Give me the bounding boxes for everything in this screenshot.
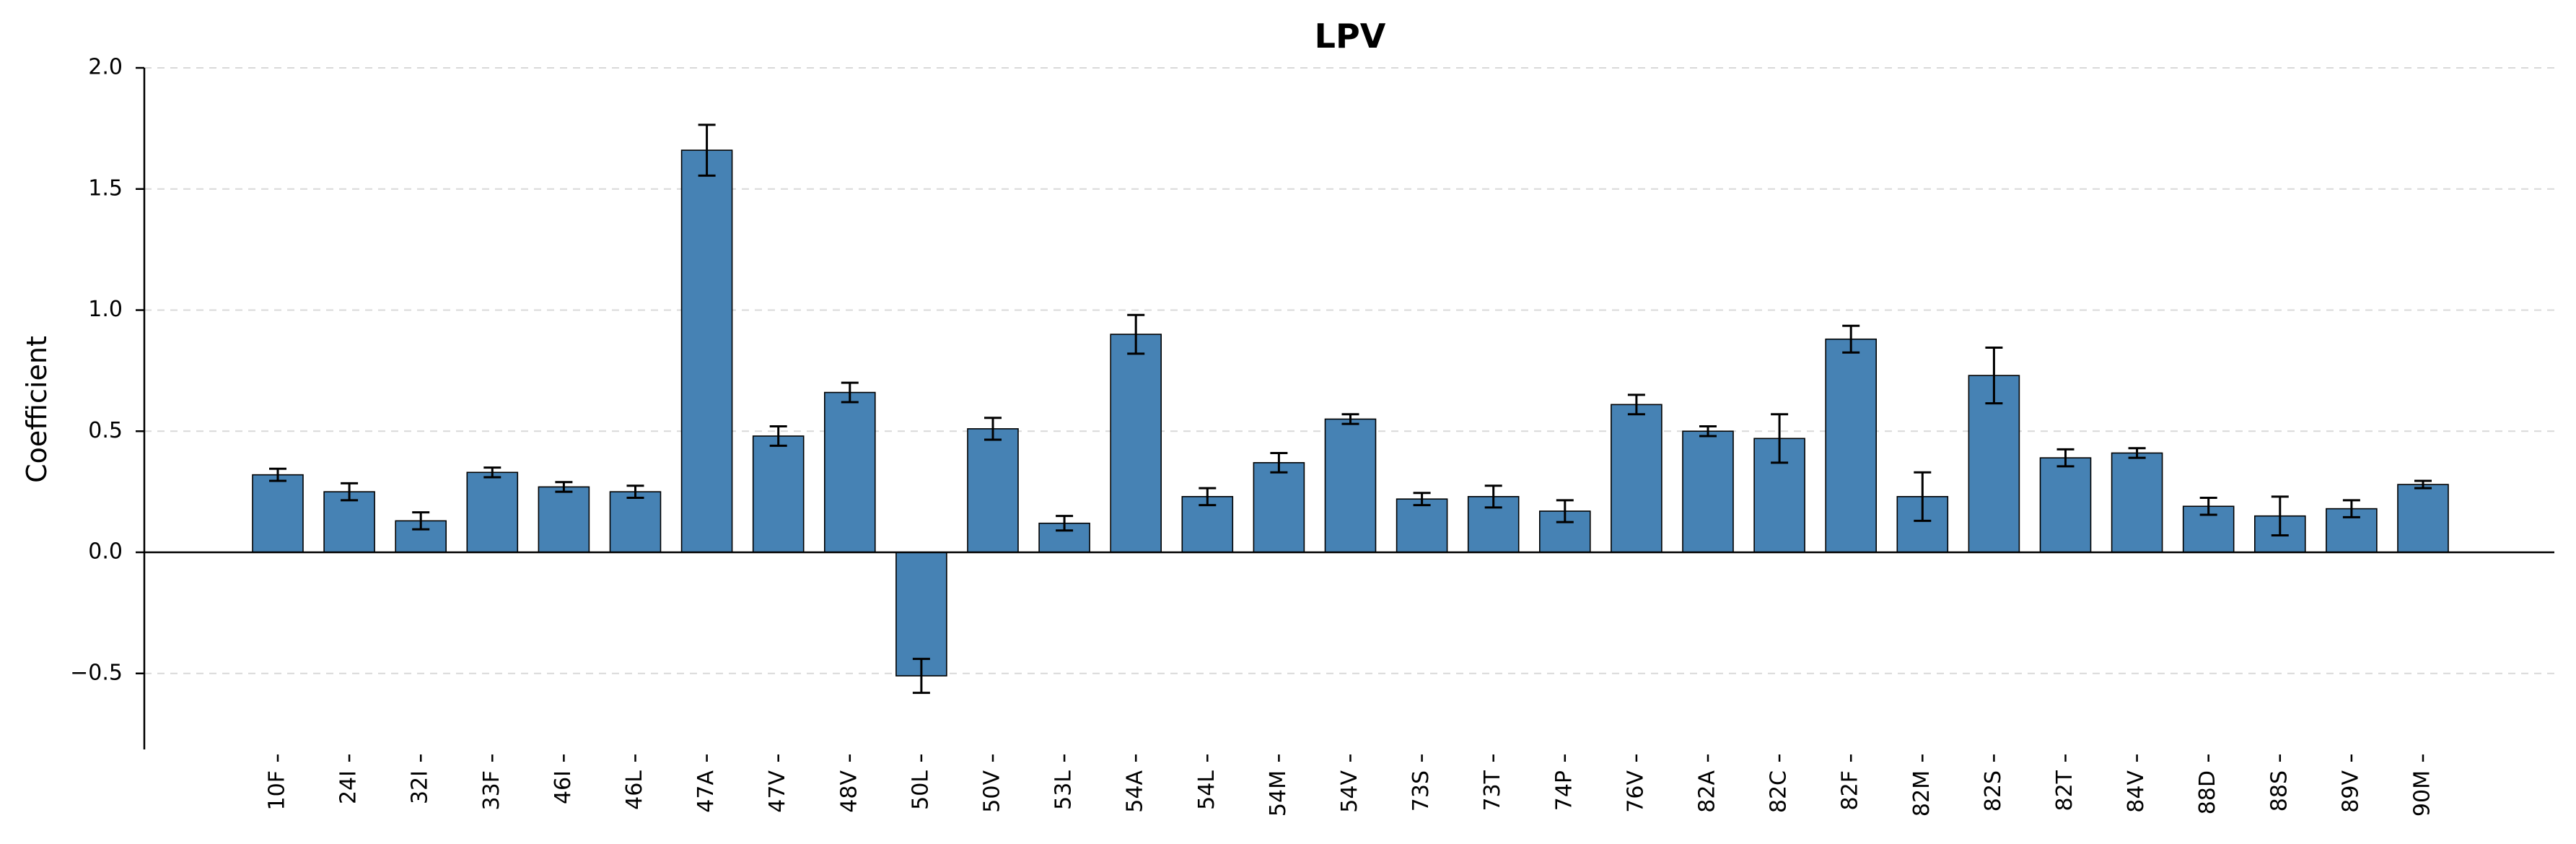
bar-54V [1324, 418, 1377, 553]
bar-50V [967, 428, 1019, 553]
x-tick-label-76V: 76V [1623, 770, 1648, 813]
bar-90M [2397, 484, 2449, 553]
bar-54L [1181, 496, 1234, 553]
y-tick-layer: −0.5 0.0 0.5 1.0 1.5 2.0 [70, 55, 144, 685]
x-tick-label-73S: 73S [1409, 770, 1434, 812]
bar-33F [466, 471, 519, 553]
bar-82F [1825, 338, 1877, 553]
y-tick-label: 0.5 [88, 418, 123, 443]
error-bar-46I [555, 481, 573, 493]
error-bar-82A [1699, 425, 1717, 438]
x-tick-label-89V: 89V [2338, 770, 2363, 813]
x-tick-label-82F: 82F [1838, 770, 1863, 810]
error-bar-84V [2128, 447, 2146, 459]
x-tick-label-84V: 84V [2124, 770, 2149, 813]
error-bar-82S [1985, 347, 2003, 405]
x-tick-label-90M: 90M [2410, 770, 2435, 817]
bar-47V [752, 435, 805, 553]
bar-82A [1682, 430, 1734, 553]
x-tick-label-88S: 88S [2266, 770, 2292, 812]
error-bar-50V [984, 417, 1002, 441]
error-bar-54L [1199, 487, 1217, 507]
x-tick-label-54L: 54L [1194, 770, 1219, 810]
error-bar-82F [1842, 324, 1860, 354]
x-tick-label-88D: 88D [2195, 770, 2220, 814]
x-tick-label-82T: 82T [2052, 770, 2077, 811]
error-bar-82C [1771, 413, 1789, 464]
error-bar-54V [1341, 413, 1359, 425]
y-axis-label: Coefficient [21, 336, 53, 483]
bar-73S [1396, 498, 1448, 553]
error-bar-88D [2199, 497, 2217, 516]
x-tick-label-32I: 32I [408, 770, 433, 804]
y-tick-label: 1.0 [88, 297, 123, 322]
x-tick-label-46I: 46I [551, 770, 576, 804]
error-bar-90M [2414, 479, 2432, 490]
x-tick-label-47A: 47A [693, 770, 719, 813]
bar-10F [252, 474, 304, 553]
error-bar-82T [2056, 448, 2075, 468]
y-tick-label: −0.5 [70, 660, 123, 685]
bar-84V [2111, 452, 2163, 553]
bar-76V [1611, 404, 1662, 553]
x-tick-label-48V: 48V [836, 770, 862, 813]
y-tick-label: 2.0 [88, 55, 123, 80]
error-bar-89V [2342, 499, 2360, 518]
error-bar-layer [269, 123, 2432, 695]
error-bar-73T [1484, 484, 1502, 509]
x-tick-label-24I: 24I [336, 770, 362, 804]
error-bar-88S [2271, 495, 2289, 537]
chart-title: LPV [1315, 17, 1386, 56]
x-tick-label-74P: 74P [1551, 770, 1577, 811]
error-bar-82M [1914, 471, 1932, 522]
x-tick-label-50L: 50L [908, 770, 933, 810]
error-bar-48V [841, 381, 859, 404]
error-bar-24I [341, 482, 359, 502]
error-bar-54A [1127, 313, 1145, 355]
bar-54A [1110, 334, 1162, 553]
grid-layer [144, 67, 2554, 674]
error-bar-54M [1270, 451, 1288, 474]
x-tick-label-46L: 46L [622, 770, 647, 810]
x-tick-label-53L: 53L [1051, 770, 1077, 810]
error-bar-53L [1056, 515, 1074, 532]
x-tick-label-47V: 47V [765, 770, 790, 813]
axis-layer [143, 68, 2554, 749]
x-tick-label-82M: 82M [1909, 770, 1935, 817]
bar-46I [538, 486, 590, 553]
error-bar-47V [769, 425, 787, 447]
bar-82T [2039, 457, 2092, 553]
error-bar-47A [698, 123, 716, 177]
x-tick-label-82C: 82C [1766, 770, 1792, 813]
x-tick-label-54V: 54V [1337, 770, 1362, 813]
x-tick-label-50V: 50V [980, 770, 1005, 813]
bar-47A [680, 149, 733, 553]
error-bar-33F [483, 466, 501, 479]
error-bar-50L [912, 658, 930, 695]
error-bar-46L [626, 484, 644, 500]
bar-50L [895, 552, 947, 676]
x-tick-label-54M: 54M [1266, 770, 1291, 817]
x-tick-label-10F: 10F [265, 770, 290, 810]
bar-54M [1253, 462, 1305, 553]
bar-48V [824, 391, 876, 553]
y-tick-label: 0.0 [88, 539, 123, 565]
bar-46L [609, 491, 662, 553]
x-tick-layer: 10F 24I 32I 33F 46I 46L 47A 47V 48V 50L 50V 53L 54A 5… [265, 754, 2435, 817]
y-tick-label: 1.5 [88, 175, 123, 201]
error-bar-76V [1627, 393, 1645, 416]
bar-layer [252, 149, 2449, 676]
bar-24I [323, 491, 375, 553]
error-bar-74P [1556, 499, 1574, 523]
error-bar-32I [412, 511, 430, 531]
x-tick-label-82A: 82A [1695, 770, 1720, 813]
error-bar-73S [1413, 492, 1431, 507]
x-tick-label-33F: 33F [479, 770, 504, 810]
x-tick-label-82S: 82S [1981, 770, 2006, 812]
error-bar-10F [269, 467, 286, 482]
x-tick-label-54A: 54A [1123, 770, 1148, 813]
x-tick-label-73T: 73T [1480, 770, 1505, 811]
